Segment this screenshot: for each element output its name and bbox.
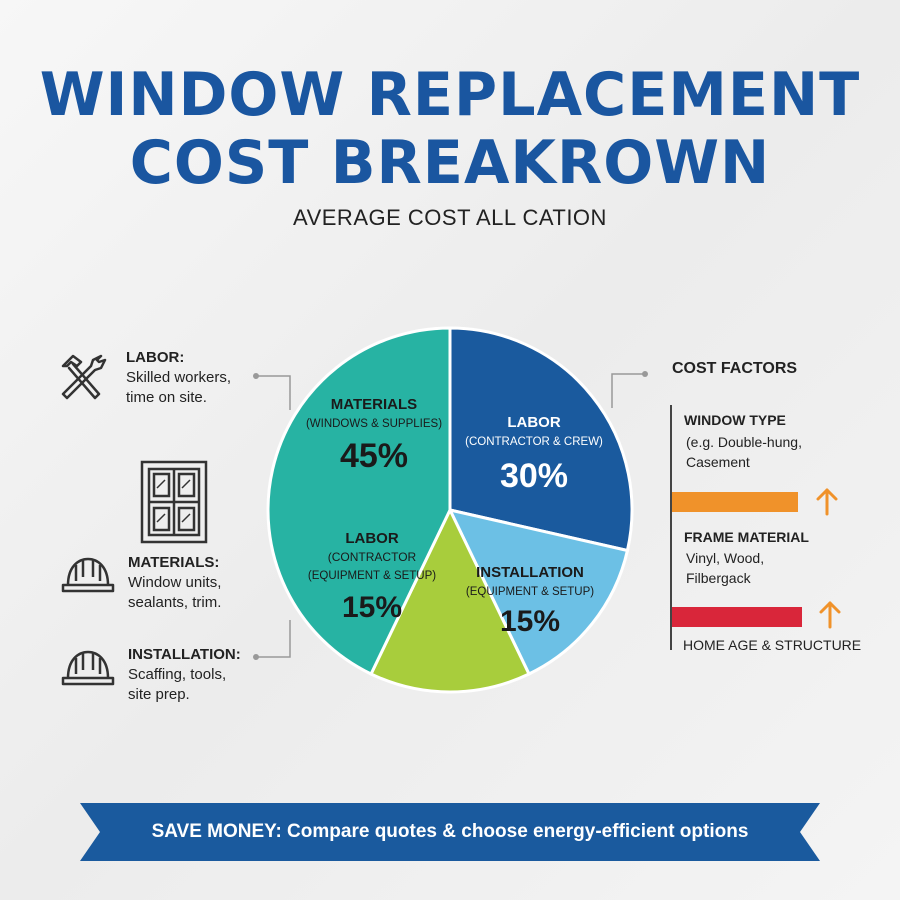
tools-icon <box>61 354 107 400</box>
hard-hat-icon <box>61 557 115 593</box>
factor-desc: Vinyl, Wood, <box>686 550 765 566</box>
pie-slice-materials <box>266 326 452 676</box>
subtitle: AVERAGE COST ALL CATION <box>293 205 607 230</box>
title-line-1: WINDOW REPLACEMENT <box>39 60 861 130</box>
left-item-desc: site prep. <box>128 686 190 703</box>
slice-pct-installation: 15% <box>500 605 560 638</box>
slice-sublabel-labor-2a: (CONTRACTOR <box>328 550 417 564</box>
banner-ribbon <box>80 803 820 861</box>
up-arrow-icon <box>816 488 838 516</box>
slice-sublabel-labor: (CONTRACTOR & CREW) <box>465 436 603 448</box>
slice-label-labor-2: LABOR <box>345 530 398 547</box>
factor-label-home-age: HOME AGE & STRUCTURE <box>683 637 862 653</box>
factor-desc: Casement <box>686 454 750 470</box>
slice-sublabel-installation: (EQUIPMENT & SETUP) <box>466 586 594 598</box>
banner-text: SAVE MONEY: Compare quotes & choose ener… <box>151 821 749 842</box>
factor-label-window-type: WINDOW TYPE <box>684 412 786 428</box>
pie-slice-labor-2 <box>369 506 531 694</box>
hard-hat-icon <box>61 650 115 686</box>
slice-label-installation: INSTALLATION <box>476 564 584 581</box>
left-item-label: INSTALLATION: <box>128 646 241 663</box>
slice-pct-materials: 45% <box>340 437 408 475</box>
left-item-desc: Scaffing, tools, <box>128 666 227 683</box>
cost-factors-title: COST FACTORS <box>672 360 798 377</box>
pie-slice-installation <box>447 507 630 676</box>
slice-sublabel-labor-2b: (EQUIPMENT & SETUP) <box>308 570 436 582</box>
slice-sublabel-materials: (WINDOWS & SUPPLIES) <box>306 418 442 430</box>
left-item-label: MATERIALS: <box>128 554 220 571</box>
left-item-label: LABOR: <box>126 349 185 366</box>
factor-desc: Filbergack <box>686 570 751 586</box>
cost-factors-divider <box>670 405 672 650</box>
factor-bar-frame-material <box>672 607 802 627</box>
factor-label-frame-material: FRAME MATERIAL <box>684 529 809 545</box>
left-item-desc: time on site. <box>126 389 207 406</box>
left-item-materials: MATERIALS: Window units, sealants, trim. <box>128 553 221 613</box>
left-item-desc: Skilled workers, <box>126 369 232 386</box>
slice-label-materials: MATERIALS <box>331 396 417 413</box>
slice-pct-labor-2: 15% <box>342 591 402 624</box>
window-icon <box>140 460 208 544</box>
slice-label-labor: LABOR <box>507 414 560 431</box>
pie-slice-labor <box>448 326 634 553</box>
factor-bar-window-type <box>672 492 798 512</box>
left-item-labor: LABOR: Skilled workers, time on site. <box>126 348 231 408</box>
title-line-2: COST BREAKROWN <box>129 128 771 198</box>
left-item-desc: sealants, trim. <box>128 594 222 611</box>
up-arrow-icon <box>819 601 841 629</box>
slice-pct-labor: 30% <box>500 457 568 495</box>
pie-chart: MATERIALS (WINDOWS & SUPPLIES) 45% LABOR… <box>266 326 634 694</box>
left-item-desc: Window units, <box>128 574 222 591</box>
left-item-installation: INSTALLATION: Scaffing, tools, site prep… <box>128 645 241 705</box>
factor-desc: (e.g. Double-hung, <box>686 434 802 450</box>
